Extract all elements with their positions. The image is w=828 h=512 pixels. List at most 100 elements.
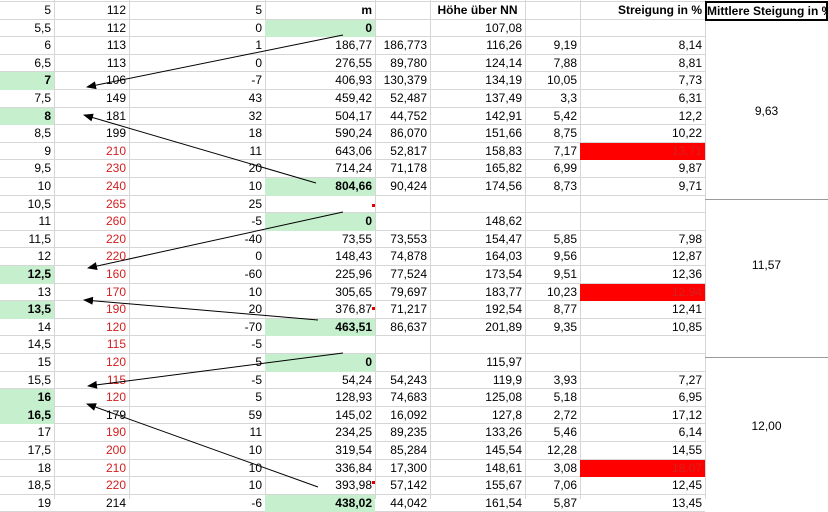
cell-g-14[interactable]: 9,56: [553, 249, 577, 264]
cell-h-7[interactable]: 10,22: [671, 126, 702, 141]
cell-g-23[interactable]: 2,72: [553, 407, 577, 422]
cell-a-16[interactable]: 13: [37, 284, 51, 299]
cell-a-0[interactable]: 5: [44, 3, 51, 17]
cell-c-1[interactable]: 0: [255, 20, 262, 35]
cell-d-21[interactable]: 54,24: [341, 372, 372, 387]
cell-b-8[interactable]: 210: [105, 143, 126, 158]
cell-c-6[interactable]: 32: [248, 108, 262, 123]
cell-h-8[interactable]: 13,71: [580, 142, 705, 161]
cell-d-20[interactable]: 0: [265, 354, 375, 372]
cell-e-15[interactable]: 77,524: [390, 267, 427, 281]
cell-b-27[interactable]: 220: [105, 478, 126, 493]
cell-c-9[interactable]: 20: [248, 161, 262, 176]
cell-c-17[interactable]: 20: [248, 302, 262, 317]
cell-f-8[interactable]: 158,83: [485, 143, 522, 158]
cell-h-9[interactable]: 9,87: [678, 161, 702, 176]
cell-i-0[interactable]: Mittlere Steigung in %: [705, 1, 828, 21]
cell-c-0[interactable]: 5: [255, 3, 262, 17]
cell-h-23[interactable]: 17,12: [671, 407, 702, 422]
cell-c-22[interactable]: 5: [255, 390, 262, 405]
cell-e-3[interactable]: 89,780: [390, 55, 427, 70]
cell-a-22[interactable]: 16: [0, 389, 54, 407]
cell-c-8[interactable]: 11: [249, 143, 262, 158]
cell-a-9[interactable]: 9,5: [34, 161, 51, 176]
cell-a-13[interactable]: 11,5: [28, 231, 51, 246]
cell-b-20[interactable]: 120: [105, 355, 126, 369]
cell-c-16[interactable]: 10: [248, 284, 262, 299]
cell-h-24[interactable]: 6,14: [678, 425, 702, 440]
cell-f-18[interactable]: 201,89: [485, 319, 522, 334]
cell-g-10[interactable]: 8,73: [553, 179, 577, 193]
cell-c-19[interactable]: -5: [251, 337, 262, 352]
cell-f-17[interactable]: 192,54: [485, 302, 522, 317]
cell-g-4[interactable]: 10,05: [546, 73, 577, 88]
cell-f-24[interactable]: 133,26: [485, 425, 522, 440]
cell-e-14[interactable]: 74,878: [390, 249, 427, 264]
cell-a-23[interactable]: 16,5: [0, 406, 54, 425]
cell-d-23[interactable]: 145,02: [335, 407, 372, 422]
cell-f-16[interactable]: 183,77: [485, 284, 522, 299]
cell-e-2[interactable]: 186,773: [383, 38, 427, 53]
cell-b-16[interactable]: 170: [105, 284, 126, 299]
cell-a-24[interactable]: 17: [37, 425, 51, 440]
cell-d-9[interactable]: 714,24: [335, 161, 372, 176]
cell-h-6[interactable]: 12,2: [678, 108, 702, 123]
cell-h-4[interactable]: 7,73: [678, 73, 702, 88]
cell-f-13[interactable]: 154,47: [485, 231, 522, 246]
cell-g-24[interactable]: 5,46: [553, 425, 577, 440]
cell-f-2[interactable]: 116,26: [486, 38, 522, 53]
cell-c-27[interactable]: 10: [248, 478, 262, 493]
cell-c-18[interactable]: -70: [244, 319, 262, 334]
cell-g-22[interactable]: 5,18: [553, 390, 577, 405]
cell-e-25[interactable]: 85,284: [390, 443, 427, 457]
cell-h-25[interactable]: 14,55: [671, 443, 702, 457]
cell-d-10[interactable]: 804,66: [265, 178, 375, 196]
cell-b-11[interactable]: 265: [105, 196, 126, 211]
cell-f-15[interactable]: 173,54: [485, 267, 522, 281]
cell-b-4[interactable]: 106: [105, 73, 126, 88]
cell-e-5[interactable]: 52,487: [390, 91, 427, 105]
cell-a-10[interactable]: 10: [37, 179, 51, 193]
cell-h-26[interactable]: 18,07: [580, 459, 705, 478]
cell-c-7[interactable]: 18: [248, 126, 262, 141]
cell-g-25[interactable]: 12,28: [546, 443, 577, 457]
cell-a-21[interactable]: 15,5: [27, 372, 51, 387]
cell-f-20[interactable]: 115,97: [486, 355, 522, 369]
cell-d-8[interactable]: 643,06: [335, 143, 372, 158]
cell-f-3[interactable]: 124,14: [485, 55, 522, 70]
cell-f-9[interactable]: 165,82: [485, 161, 522, 176]
cell-f-7[interactable]: 151,66: [485, 126, 522, 141]
cell-f-6[interactable]: 142,91: [485, 108, 522, 123]
cell-c-15[interactable]: -60: [244, 267, 262, 281]
cell-a-19[interactable]: 14,5: [27, 337, 51, 352]
cell-a-6[interactable]: 8: [0, 107, 54, 126]
cell-e-27[interactable]: 57,142: [390, 478, 427, 493]
cell-e-21[interactable]: 54,243: [390, 372, 427, 387]
cell-d-22[interactable]: 128,93: [335, 390, 372, 405]
cell-e-16[interactable]: 79,697: [390, 284, 427, 299]
cell-d-13[interactable]: 73,55: [341, 231, 372, 246]
cell-b-12[interactable]: 260: [105, 214, 126, 229]
cell-f-25[interactable]: 145,54: [485, 443, 522, 457]
cell-d-1[interactable]: 0: [265, 19, 375, 38]
cell-b-6[interactable]: 181: [105, 108, 126, 123]
cell-b-7[interactable]: 199: [105, 126, 126, 141]
cell-f-26[interactable]: 148,61: [485, 460, 522, 475]
cell-d-4[interactable]: 406,93: [335, 73, 372, 88]
cell-a-7[interactable]: 8,5: [34, 126, 51, 141]
cell-e-22[interactable]: 74,683: [390, 390, 427, 405]
cell-c-26[interactable]: 10: [248, 460, 262, 475]
cell-d-12[interactable]: 0: [265, 213, 375, 231]
cell-f-5[interactable]: 137,49: [485, 91, 522, 105]
cell-e-26[interactable]: 17,300: [390, 460, 427, 475]
cell-h-22[interactable]: 6,95: [678, 390, 702, 405]
cell-d-5[interactable]: 459,42: [335, 91, 372, 105]
cell-b-1[interactable]: 112: [106, 20, 126, 35]
cell-a-3[interactable]: 6,5: [34, 55, 51, 70]
cell-a-14[interactable]: 12: [37, 249, 51, 264]
cell-a-2[interactable]: 6: [44, 38, 51, 53]
cell-c-10[interactable]: 10: [248, 179, 262, 193]
cell-g-8[interactable]: 7,17: [553, 143, 577, 158]
cell-g-7[interactable]: 8,75: [553, 126, 577, 141]
cell-h-3[interactable]: 8,81: [678, 55, 702, 70]
